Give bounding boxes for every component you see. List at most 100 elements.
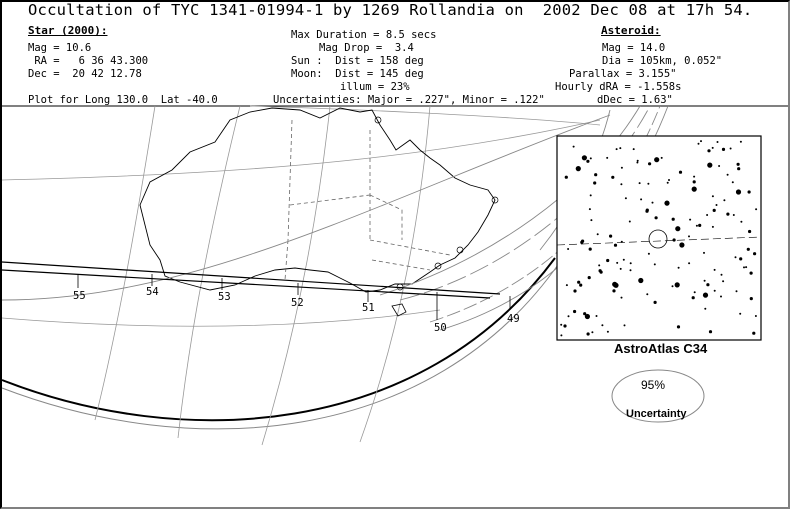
path-time-label-55: 55 [73, 290, 86, 302]
field-star [628, 220, 631, 223]
field-star [712, 208, 716, 212]
asteroid-hourly-dra: Hourly dRA = -1.558s [555, 81, 682, 93]
field-star [587, 276, 591, 280]
field-star [703, 279, 706, 282]
field-star [693, 175, 696, 178]
field-star [675, 226, 681, 232]
field-star [735, 189, 742, 195]
field-star [638, 277, 644, 284]
path-north-limit [1, 261, 501, 295]
path-time-label-54: 54 [146, 286, 159, 298]
star-field [560, 140, 758, 337]
field-star [567, 248, 570, 250]
earth-limb [1, 257, 556, 422]
field-star [619, 147, 622, 150]
field-star [695, 224, 698, 227]
field-star [654, 157, 660, 163]
field-star [706, 283, 710, 287]
field-star [720, 273, 723, 276]
field-star [737, 167, 741, 171]
field-star [563, 324, 567, 328]
path-time-label-53: 53 [218, 291, 231, 303]
field-star [601, 324, 604, 327]
field-star [752, 331, 756, 335]
field-star [623, 324, 626, 327]
field-star [703, 294, 706, 297]
field-star [624, 197, 627, 200]
field-star [720, 295, 722, 298]
field-star [565, 284, 568, 287]
field-star [613, 243, 618, 247]
plot-location: Plot for Long 130.0 Lat -40.0 [28, 94, 218, 106]
field-star [620, 183, 623, 186]
field-star [598, 264, 601, 267]
field-star [749, 297, 753, 301]
field-star [732, 214, 735, 216]
field-star [755, 208, 758, 211]
field-star [740, 220, 743, 223]
field-star [678, 170, 683, 174]
field-star [611, 175, 615, 179]
field-star [679, 242, 685, 248]
field-star [651, 201, 654, 204]
field-star [583, 312, 587, 316]
field-star [567, 315, 570, 318]
graticule [1, 105, 601, 446]
field-star [735, 290, 738, 293]
field-star [698, 223, 702, 227]
field-star [575, 166, 581, 172]
field-star [660, 156, 663, 159]
field-star [589, 194, 592, 197]
australia-coastline [139, 107, 496, 293]
field-star [711, 195, 714, 198]
star-chart-caption: AstroAtlas C34 [614, 341, 708, 356]
field-star [692, 180, 696, 184]
path-time-label-49: 49 [507, 313, 520, 325]
field-star [632, 148, 635, 151]
asteroid-diameter: Dia = 105km, 0.052" [602, 55, 723, 67]
state-borders [284, 119, 451, 281]
field-star [708, 330, 713, 334]
moon-distance: Moon: Dist = 145 deg [291, 68, 424, 80]
field-star [636, 159, 639, 162]
field-star [606, 330, 609, 333]
field-star [726, 212, 730, 216]
field-star [640, 198, 643, 201]
uncertainty-percent: 95% [641, 378, 666, 392]
field-star [711, 225, 714, 228]
field-star [748, 229, 752, 234]
field-star [591, 331, 594, 334]
field-star [711, 146, 714, 149]
field-star [629, 269, 632, 272]
field-star [606, 258, 610, 263]
moon-illumination: illum = 23% [340, 81, 410, 93]
field-star [718, 165, 721, 167]
field-star [586, 159, 590, 163]
asteroid-mag: Mag = 14.0 [602, 42, 666, 54]
field-star [622, 258, 625, 261]
earth-limb-outer [1, 261, 561, 430]
field-star [620, 166, 623, 169]
field-star [590, 219, 593, 222]
field-star [615, 148, 618, 151]
field-star [706, 214, 709, 216]
field-star [564, 175, 568, 179]
star-chart-frame [556, 135, 762, 341]
field-star [620, 296, 623, 299]
field-star [647, 252, 650, 255]
field-star [746, 247, 750, 251]
field-star [606, 156, 609, 159]
field-star [584, 313, 591, 320]
field-star [739, 257, 743, 261]
field-star [707, 149, 711, 153]
uncertainties: Uncertainties: Major = .227", Minor = .1… [273, 94, 545, 106]
field-star [572, 145, 575, 148]
field-star [593, 181, 597, 185]
field-star [654, 216, 658, 220]
field-star [703, 251, 705, 254]
field-star [739, 312, 742, 315]
field-star [653, 300, 657, 304]
